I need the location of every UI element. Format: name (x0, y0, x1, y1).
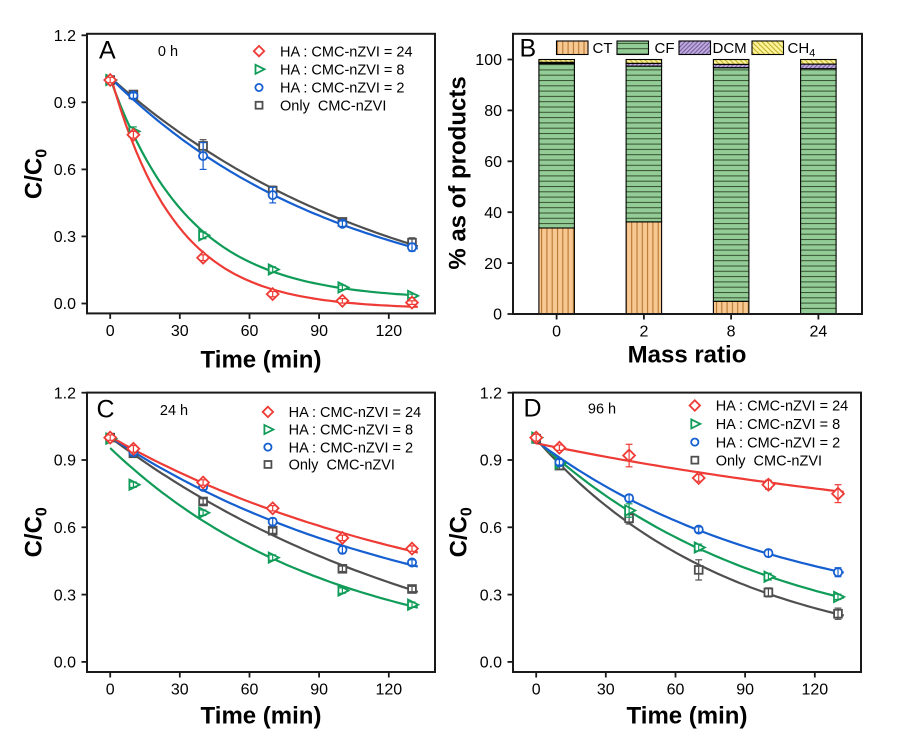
svg-text:DCM: DCM (713, 40, 747, 57)
svg-text:0.0: 0.0 (54, 296, 76, 313)
svg-text:HA : CMC-nZVI = 2: HA : CMC-nZVI = 2 (289, 440, 414, 456)
svg-text:0.6: 0.6 (480, 520, 502, 537)
svg-text:Time (min): Time (min) (201, 347, 322, 374)
svg-text:90: 90 (310, 682, 328, 699)
svg-text:Only CMC-nZVI: Only CMC-nZVI (289, 458, 395, 474)
svg-text:0.9: 0.9 (480, 453, 502, 470)
svg-text:HA : CMC-nZVI = 24: HA : CMC-nZVI = 24 (716, 399, 849, 415)
svg-text:0.0: 0.0 (480, 655, 502, 672)
svg-text:0: 0 (532, 682, 541, 699)
svg-text:Mass ratio: Mass ratio (628, 342, 747, 369)
svg-text:80: 80 (484, 103, 502, 120)
svg-text:CH4: CH4 (788, 40, 816, 60)
svg-text:0.6: 0.6 (54, 520, 76, 537)
svg-text:0.3: 0.3 (54, 587, 76, 604)
svg-text:120: 120 (375, 323, 402, 340)
svg-text:Only CMC-nZVI: Only CMC-nZVI (716, 453, 822, 469)
svg-text:B: B (520, 35, 537, 63)
svg-text:HA : CMC-nZVI = 2: HA : CMC-nZVI = 2 (716, 435, 841, 451)
svg-text:90: 90 (310, 323, 328, 340)
svg-text:60: 60 (484, 154, 502, 171)
svg-text:CF: CF (655, 40, 675, 57)
svg-text:C: C (97, 396, 115, 424)
svg-text:HA : CMC-nZVI = 8: HA : CMC-nZVI = 8 (289, 423, 414, 439)
svg-text:96 h: 96 h (588, 402, 616, 418)
svg-text:100: 100 (475, 52, 502, 69)
svg-text:0: 0 (493, 307, 502, 324)
svg-text:0.9: 0.9 (54, 453, 76, 470)
svg-text:120: 120 (375, 682, 402, 699)
svg-text:30: 30 (171, 682, 189, 699)
svg-text:HA : CMC-nZVI = 24: HA : CMC-nZVI = 24 (280, 44, 413, 60)
svg-text:20: 20 (484, 256, 502, 273)
svg-text:1.2: 1.2 (480, 385, 502, 402)
svg-text:D: D (524, 395, 542, 423)
svg-text:HA : CMC-nZVI = 24: HA : CMC-nZVI = 24 (289, 405, 422, 421)
svg-text:Time (min): Time (min) (627, 703, 748, 730)
svg-text:A: A (99, 37, 116, 65)
svg-text:Time (min): Time (min) (201, 703, 322, 730)
svg-text:30: 30 (597, 682, 615, 699)
svg-text:0: 0 (552, 324, 561, 341)
svg-text:0.9: 0.9 (54, 95, 76, 112)
svg-text:60: 60 (241, 682, 259, 699)
svg-text:2: 2 (639, 324, 648, 341)
svg-text:8: 8 (727, 324, 736, 341)
svg-text:HA : CMC-nZVI = 2: HA : CMC-nZVI = 2 (280, 81, 405, 97)
svg-text:60: 60 (667, 682, 685, 699)
svg-text:90: 90 (736, 682, 754, 699)
svg-text:0: 0 (106, 323, 115, 340)
svg-text:HA : CMC-nZVI = 8: HA : CMC-nZVI = 8 (280, 63, 405, 79)
svg-text:0 h: 0 h (158, 44, 178, 60)
svg-text:HA : CMC-nZVI = 8: HA : CMC-nZVI = 8 (716, 417, 841, 433)
svg-text:0.3: 0.3 (480, 587, 502, 604)
svg-text:24 h: 24 h (160, 403, 188, 419)
svg-text:1.2: 1.2 (54, 28, 76, 45)
svg-text:0: 0 (106, 682, 115, 699)
svg-text:24: 24 (810, 324, 828, 341)
svg-text:0.0: 0.0 (54, 655, 76, 672)
svg-text:% as of products: % as of products (445, 76, 472, 269)
svg-text:1.2: 1.2 (54, 385, 76, 402)
svg-text:30: 30 (171, 323, 189, 340)
svg-text:0.3: 0.3 (54, 229, 76, 246)
svg-text:C/C0: C/C0 (446, 507, 476, 557)
svg-text:CT: CT (593, 40, 613, 57)
svg-text:120: 120 (801, 682, 828, 699)
svg-text:Only CMC-nZVI: Only CMC-nZVI (280, 98, 386, 114)
svg-text:0.6: 0.6 (54, 162, 76, 179)
svg-text:60: 60 (241, 323, 259, 340)
svg-text:40: 40 (484, 205, 502, 222)
